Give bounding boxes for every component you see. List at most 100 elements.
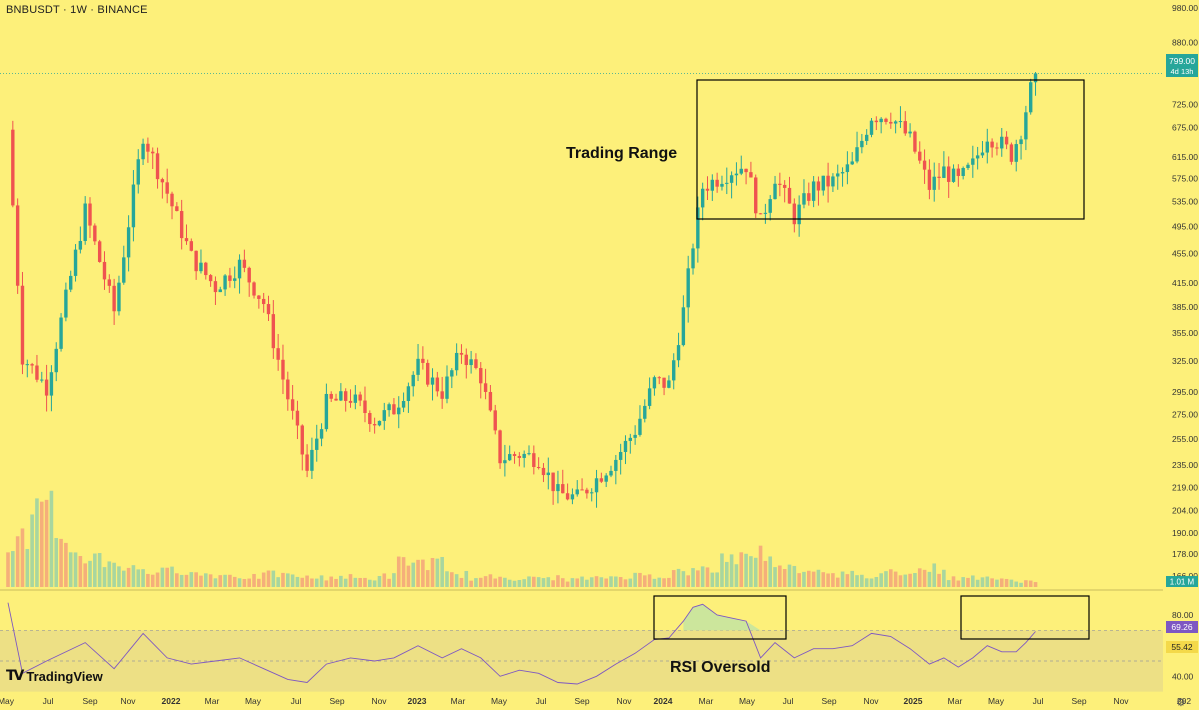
- rsi-box-right: [960, 595, 1090, 640]
- volume-bar: [937, 573, 941, 587]
- volume-bar: [469, 580, 473, 587]
- price-tick-label: 675.00: [1172, 122, 1198, 132]
- candle-body: [189, 241, 194, 251]
- candle-body: [676, 345, 681, 361]
- candle-body: [966, 164, 970, 169]
- price-tick-label: 415.00: [1172, 278, 1198, 288]
- candle-body: [411, 374, 415, 387]
- gear-icon[interactable]: ⚙: [1176, 697, 1186, 709]
- volume-bar: [483, 576, 488, 587]
- rsi-overbought-fill: [683, 604, 761, 631]
- candle-body: [734, 173, 739, 176]
- candle-body: [1014, 144, 1018, 162]
- time-tick-label: Sep: [574, 696, 589, 706]
- volume-bar: [990, 578, 994, 587]
- price-tick-label: 725.00: [1172, 99, 1198, 109]
- tradingview-logo[interactable]: TV TradingView: [6, 668, 103, 684]
- time-tick-label: Jul: [783, 696, 794, 706]
- volume-bar: [662, 578, 666, 587]
- candle-body: [160, 179, 165, 183]
- candle-body: [797, 204, 801, 225]
- volume-bar: [15, 536, 20, 587]
- volume-bar: [416, 559, 420, 587]
- volume-badge-value: 1.01 M: [1170, 578, 1195, 587]
- rsi-line: [7, 602, 1036, 685]
- candle-body: [459, 352, 464, 355]
- candle-body: [1024, 112, 1028, 140]
- candle-body: [64, 289, 68, 318]
- candle-body: [710, 179, 715, 191]
- candle-body: [247, 267, 251, 283]
- volume-bar: [860, 574, 864, 587]
- volume-bar: [493, 578, 498, 587]
- candle-body: [93, 225, 97, 242]
- price-tick-label: 295.00: [1172, 387, 1198, 397]
- volume-bar: [68, 552, 73, 587]
- candle-body: [565, 493, 570, 500]
- volume-bar: [560, 578, 565, 587]
- volume-bar: [223, 574, 227, 587]
- candle-body: [782, 184, 787, 188]
- candle-body: [73, 249, 78, 276]
- volume-bar: [642, 575, 647, 587]
- volume-bar: [806, 570, 811, 587]
- candle-body: [715, 179, 719, 187]
- candle-body: [575, 489, 579, 495]
- time-tick-label: Nov: [863, 696, 879, 706]
- candle-body: [286, 379, 290, 400]
- time-tick-label: Mar: [451, 696, 466, 706]
- volume-bar: [889, 569, 893, 587]
- volume-bar: [782, 569, 787, 587]
- volume-bar: [474, 578, 478, 587]
- volume-bar: [305, 575, 309, 587]
- volume-bar: [647, 574, 652, 587]
- candle-body: [479, 368, 483, 384]
- volume-bar: [411, 562, 416, 587]
- candle-body: [956, 168, 961, 176]
- volume-bar: [541, 578, 546, 587]
- volume-bar: [681, 571, 686, 587]
- candle-body: [401, 400, 406, 408]
- price-tick-label: 325.00: [1172, 356, 1198, 366]
- time-tick-label: Jul: [291, 696, 302, 706]
- volume-bar: [64, 542, 68, 587]
- price-tick-label: 204.00: [1172, 505, 1198, 515]
- candle-body: [1019, 139, 1023, 145]
- time-tick-label: May: [988, 696, 1005, 706]
- volume-bar: [913, 573, 917, 587]
- price-tick-label: 255.00: [1172, 434, 1198, 444]
- volume-bar: [498, 576, 502, 587]
- volume-bar: [329, 576, 334, 587]
- candle-body: [556, 484, 560, 492]
- candle-body: [821, 175, 825, 191]
- volume-bar: [228, 574, 232, 587]
- price-axis: 980.00 880.00 725.00 675.00 615.00 575.00 535.…: [1172, 3, 1198, 581]
- candle-body: [179, 211, 184, 239]
- volume-bar: [83, 563, 87, 587]
- volume-bar: [585, 579, 589, 587]
- price-badge: 799.00 4d 13h: [1166, 54, 1198, 77]
- volume-bar: [797, 573, 801, 587]
- candle-body: [372, 424, 377, 426]
- candle-body: [175, 206, 179, 212]
- symbol-title[interactable]: BNBUSDT · 1W · BINANCE: [6, 4, 148, 16]
- volume-bar: [835, 577, 840, 587]
- volume-bar: [440, 556, 444, 587]
- volume-bar: [252, 573, 256, 587]
- volume-bar: [618, 577, 623, 587]
- candle-body: [879, 118, 883, 123]
- candle-body: [257, 295, 261, 299]
- candle-body: [194, 250, 198, 272]
- candle-body: [614, 459, 618, 471]
- time-tick-label: May: [739, 696, 756, 706]
- volume-bar: [97, 553, 102, 587]
- rsi-tick-label: 80.00: [1172, 610, 1194, 620]
- candle-body: [942, 166, 946, 178]
- candle-body: [739, 168, 743, 174]
- candle-body: [276, 348, 280, 360]
- volume-bar: [652, 578, 657, 587]
- rsi-box-left: [653, 595, 787, 640]
- candle-body: [585, 489, 589, 494]
